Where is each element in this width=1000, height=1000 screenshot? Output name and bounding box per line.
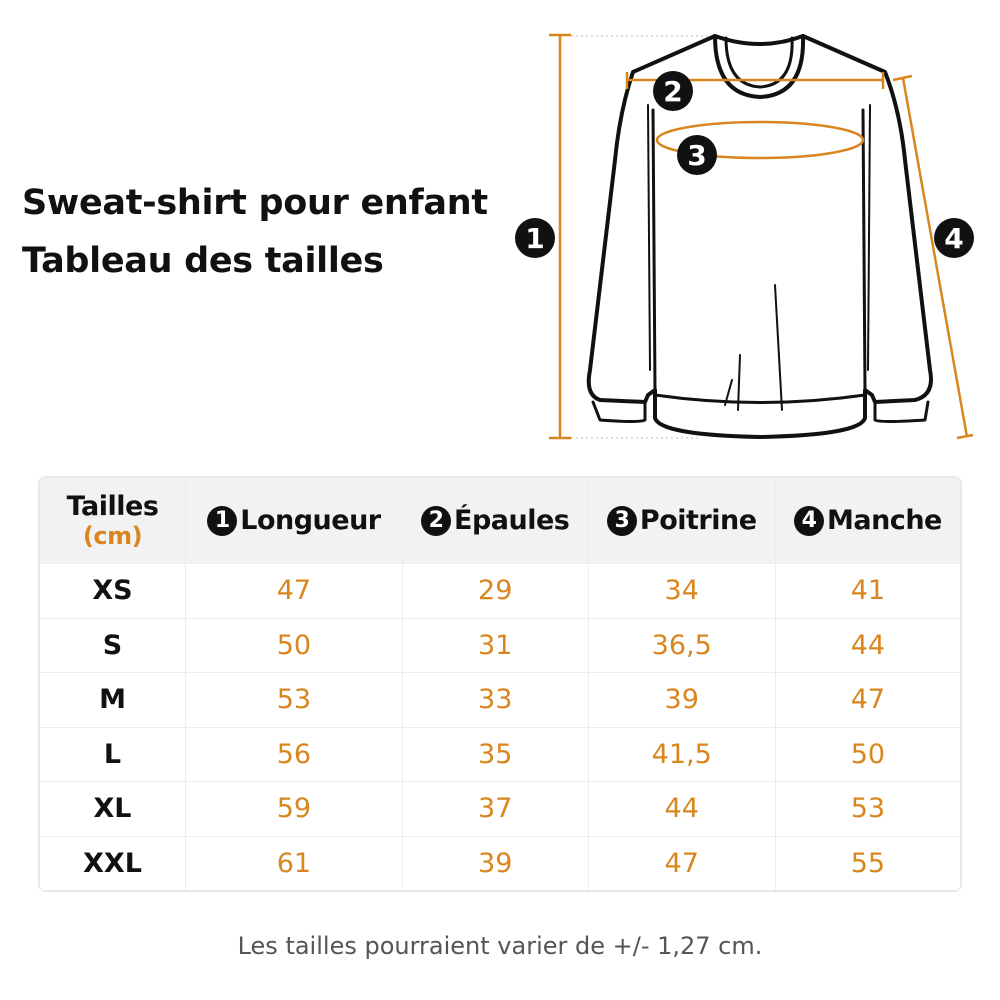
value-cell: 29 <box>401 563 589 619</box>
value-cell: 50 <box>185 617 403 673</box>
number-badge: 1 <box>207 506 238 536</box>
title-line-1: Sweat-shirt pour enfant <box>22 183 488 223</box>
header-sizes: Tailles (cm) <box>39 477 186 564</box>
header-unit: (cm) <box>82 522 143 550</box>
size-cell: XS <box>39 563 186 619</box>
value-cell: 44 <box>774 617 961 673</box>
marker-4: 4 <box>944 222 963 255</box>
header-sleeve: 4 Manche <box>774 477 961 564</box>
sweatshirt-diagram: 1 2 3 4 <box>515 33 974 440</box>
header-label: Manche <box>827 505 942 536</box>
value-cell: 55 <box>774 835 961 891</box>
size-variation-note: Les tailles pourraient varier de +/- 1,2… <box>237 932 763 960</box>
size-cell: M <box>39 672 186 728</box>
header-length: 1 Longueur <box>185 477 403 564</box>
value-cell: 41 <box>774 563 961 619</box>
value-cell: 33 <box>401 672 589 728</box>
value-cell: 39 <box>587 672 776 728</box>
header-label: Longueur <box>240 505 381 536</box>
table-row: L 56 35 41,5 50 <box>39 726 961 782</box>
value-cell: 44 <box>587 781 776 837</box>
table-row: S 50 31 36,5 44 <box>39 617 961 673</box>
header-size-label: Tailles <box>66 491 159 522</box>
value-cell: 47 <box>587 835 776 891</box>
value-cell: 61 <box>185 835 403 891</box>
header-label: Épaules <box>454 505 570 536</box>
measurement-lines <box>549 33 974 440</box>
value-cell: 53 <box>185 672 403 728</box>
value-cell: 36,5 <box>587 617 776 673</box>
number-badge: 2 <box>421 506 452 536</box>
sleeve-line <box>901 77 969 438</box>
chest-ellipse <box>655 120 865 160</box>
header-shoulders: 2 Épaules <box>401 477 589 564</box>
value-cell: 56 <box>185 726 403 782</box>
table-row: M 53 33 39 47 <box>39 672 961 728</box>
size-cell: S <box>39 617 186 673</box>
marker-1: 1 <box>525 222 544 255</box>
table-header-row: Tailles (cm) 1 Longueur 2 Épaules 3 Poitrine… <box>39 477 961 564</box>
title-line-2: Tableau des tailles <box>22 241 384 281</box>
value-cell: 34 <box>587 563 776 619</box>
size-cell: XXL <box>39 835 186 891</box>
value-cell: 39 <box>401 835 589 891</box>
size-table: Tailles (cm) 1 Longueur 2 Épaules 3 Poitrine… <box>38 476 962 892</box>
value-cell: 47 <box>185 563 403 619</box>
value-cell: 59 <box>185 781 403 837</box>
number-badge: 4 <box>794 506 824 536</box>
marker-3: 3 <box>687 139 706 172</box>
value-cell: 53 <box>774 781 961 837</box>
number-badge: 3 <box>606 506 637 536</box>
size-cell: L <box>39 726 186 782</box>
value-cell: 41,5 <box>587 726 776 782</box>
header-chest: 3 Poitrine <box>587 477 776 564</box>
value-cell: 47 <box>774 672 961 728</box>
marker-2: 2 <box>663 75 682 108</box>
table-row: XL 59 37 44 53 <box>39 781 961 837</box>
table-row: XS 47 29 34 41 <box>39 563 961 619</box>
value-cell: 35 <box>401 726 589 782</box>
size-cell: XL <box>39 781 186 837</box>
sweatshirt-outline <box>586 34 933 439</box>
value-cell: 37 <box>401 781 589 837</box>
header-label: Poitrine <box>639 505 757 536</box>
table-row: XXL 61 39 47 55 <box>39 835 961 891</box>
value-cell: 50 <box>774 726 961 782</box>
value-cell: 31 <box>401 617 589 673</box>
